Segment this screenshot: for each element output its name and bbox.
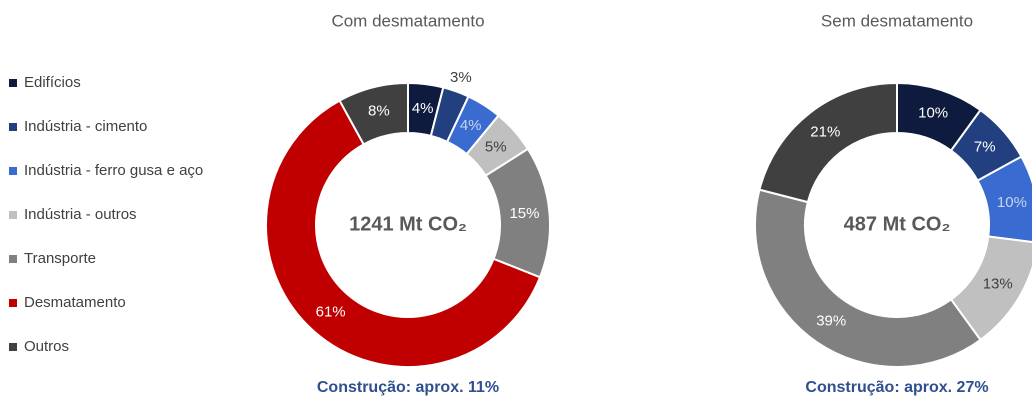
- data-label: 61%: [316, 304, 346, 321]
- legend-label: Transporte: [24, 250, 96, 267]
- donut-slice: [338, 81, 409, 146]
- data-label: 15%: [509, 205, 539, 222]
- data-label: 10%: [997, 194, 1027, 211]
- legend-swatch: [9, 79, 17, 87]
- data-label: 10%: [918, 105, 948, 122]
- data-label: 4%: [460, 117, 482, 134]
- legend-label: Indústria - cimento: [24, 118, 147, 135]
- footer-note: Construção: aprox. 11%: [317, 379, 499, 396]
- center-label: 1241 Mt CO₂: [349, 213, 467, 235]
- legend-swatch: [9, 167, 17, 175]
- data-label: 39%: [816, 313, 846, 330]
- footer-note: Construção: aprox. 27%: [805, 379, 988, 396]
- legend-swatch: [9, 343, 17, 351]
- donut-slice: [265, 99, 542, 368]
- donut-slice: [758, 81, 898, 204]
- donut-slice: [754, 188, 982, 368]
- legend-swatch: [9, 255, 17, 263]
- center-label: 487 Mt CO₂: [844, 213, 951, 235]
- legend-label: Indústria - ferro gusa e aço: [24, 162, 203, 179]
- data-label: 4%: [412, 100, 434, 117]
- data-label: 7%: [974, 139, 996, 156]
- chart-title: Sem desmatamento: [821, 11, 973, 30]
- data-label: 5%: [485, 139, 507, 156]
- data-label: 21%: [810, 124, 840, 141]
- chart-title: Com desmatamento: [331, 11, 484, 30]
- legend-label: Edifícios: [24, 74, 81, 91]
- legend-label: Indústria - outros: [24, 206, 137, 223]
- legend-swatch: [9, 123, 17, 131]
- data-label: 8%: [368, 103, 390, 120]
- legend-swatch: [9, 211, 17, 219]
- legend-label: Outros: [24, 338, 69, 355]
- data-label: 13%: [983, 276, 1013, 293]
- legend-label: Desmatamento: [24, 294, 126, 311]
- data-label: 3%: [450, 69, 472, 86]
- legend-swatch: [9, 299, 17, 307]
